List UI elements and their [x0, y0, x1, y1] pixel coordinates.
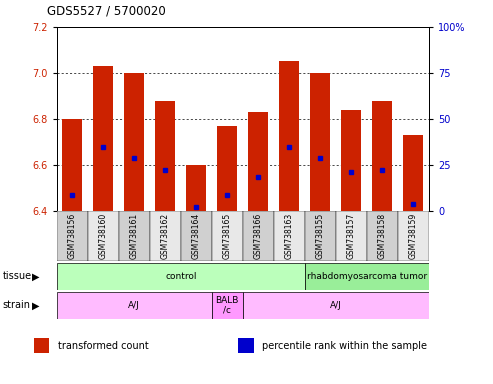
Text: control: control	[165, 272, 197, 281]
Bar	[310, 73, 330, 211]
Bar	[57, 211, 88, 261]
Bar	[34, 338, 49, 353]
Text: GSM738164: GSM738164	[192, 213, 201, 259]
Text: rhabdomyosarcoma tumor: rhabdomyosarcoma tumor	[307, 272, 427, 281]
Bar	[150, 211, 181, 261]
Bar	[305, 263, 429, 290]
Text: ▶: ▶	[32, 300, 39, 310]
Bar	[243, 211, 274, 261]
Text: strain: strain	[2, 300, 31, 310]
Bar	[212, 211, 243, 261]
Text: GSM738162: GSM738162	[161, 213, 170, 259]
Bar	[274, 211, 305, 261]
Text: A/J: A/J	[128, 301, 140, 310]
Text: GSM738161: GSM738161	[130, 213, 139, 259]
Bar	[279, 61, 299, 211]
Bar	[398, 211, 429, 261]
Bar	[155, 101, 176, 211]
Bar	[243, 292, 429, 319]
Bar	[88, 211, 119, 261]
Bar	[93, 66, 113, 211]
Bar	[372, 101, 392, 211]
Text: GSM738159: GSM738159	[409, 213, 418, 259]
Bar	[181, 211, 212, 261]
Text: percentile rank within the sample: percentile rank within the sample	[262, 341, 427, 351]
Text: A/J: A/J	[330, 301, 342, 310]
Bar	[124, 73, 144, 211]
Text: tissue: tissue	[2, 271, 32, 281]
Text: GSM738165: GSM738165	[223, 213, 232, 259]
Text: GDS5527 / 5700020: GDS5527 / 5700020	[47, 4, 166, 17]
Text: ▶: ▶	[32, 271, 39, 281]
Bar	[62, 119, 82, 211]
Bar	[403, 135, 423, 211]
Bar	[217, 126, 237, 211]
Text: GSM738160: GSM738160	[99, 213, 108, 259]
Bar	[186, 165, 207, 211]
Text: GSM738158: GSM738158	[378, 213, 387, 259]
Text: GSM738155: GSM738155	[316, 213, 325, 259]
Bar	[212, 292, 243, 319]
Text: BALB
/c: BALB /c	[215, 296, 239, 315]
Text: GSM738156: GSM738156	[68, 213, 77, 259]
Bar	[57, 292, 212, 319]
Text: GSM738163: GSM738163	[285, 213, 294, 259]
Bar	[341, 110, 361, 211]
Bar	[367, 211, 398, 261]
Bar	[238, 338, 253, 353]
Text: GSM738157: GSM738157	[347, 213, 356, 259]
Bar	[305, 211, 336, 261]
Bar	[248, 112, 268, 211]
Text: transformed count: transformed count	[58, 341, 149, 351]
Bar	[336, 211, 367, 261]
Text: GSM738166: GSM738166	[254, 213, 263, 259]
Bar	[57, 263, 305, 290]
Bar	[119, 211, 150, 261]
